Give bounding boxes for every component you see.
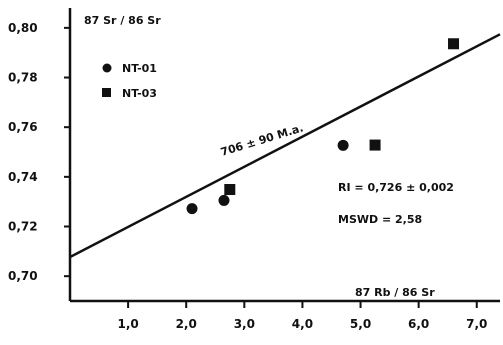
data-point-group bbox=[186, 38, 460, 215]
x-tick-group: 1,0 2,0 3,0 4,0 5,0 6,0 7,0 bbox=[117, 301, 487, 331]
data-point-circle bbox=[218, 194, 230, 206]
y-tick-group: 0,70 0,72 0,74 0,76 0,78 0,80 bbox=[8, 21, 70, 283]
regression-line-group bbox=[69, 33, 501, 259]
x-tick-label: 7,0 bbox=[466, 317, 487, 331]
y-tick-label: 0,72 bbox=[8, 220, 38, 234]
x-tick-label: 1,0 bbox=[117, 317, 138, 331]
data-point-circle bbox=[337, 139, 349, 151]
y-tick-label: 0,70 bbox=[8, 269, 38, 283]
x-tick-label: 3,0 bbox=[234, 317, 255, 331]
data-point-square bbox=[369, 139, 381, 151]
y-tick-label: 0,74 bbox=[8, 170, 38, 184]
y-tick-label: 0,78 bbox=[8, 71, 38, 85]
mswd-annotation: MSWD = 2,58 bbox=[338, 213, 422, 226]
x-tick-label: 4,0 bbox=[292, 317, 313, 331]
legend-label-nt01: NT-01 bbox=[122, 62, 157, 75]
data-point-circle bbox=[186, 203, 198, 215]
data-point-square bbox=[448, 38, 460, 50]
legend: NT-01 NT-03 bbox=[102, 62, 157, 100]
legend-marker-nt03 bbox=[102, 88, 111, 97]
y-axis-label: 87 Sr / 86 Sr bbox=[84, 14, 161, 27]
x-axis-label: 87 Rb / 86 Sr bbox=[355, 286, 435, 299]
legend-marker-nt01 bbox=[102, 63, 112, 73]
y-tick-label: 0,80 bbox=[8, 21, 38, 35]
x-tick-label: 5,0 bbox=[350, 317, 371, 331]
y-tick-label: 0,76 bbox=[8, 120, 38, 134]
x-tick-label: 2,0 bbox=[176, 317, 197, 331]
legend-label-nt03: NT-03 bbox=[122, 87, 157, 100]
x-tick-label: 6,0 bbox=[408, 317, 429, 331]
regression-line bbox=[69, 33, 501, 259]
ri-annotation: RI = 0,726 ± 0,002 bbox=[338, 181, 454, 194]
data-point-square bbox=[224, 184, 236, 196]
